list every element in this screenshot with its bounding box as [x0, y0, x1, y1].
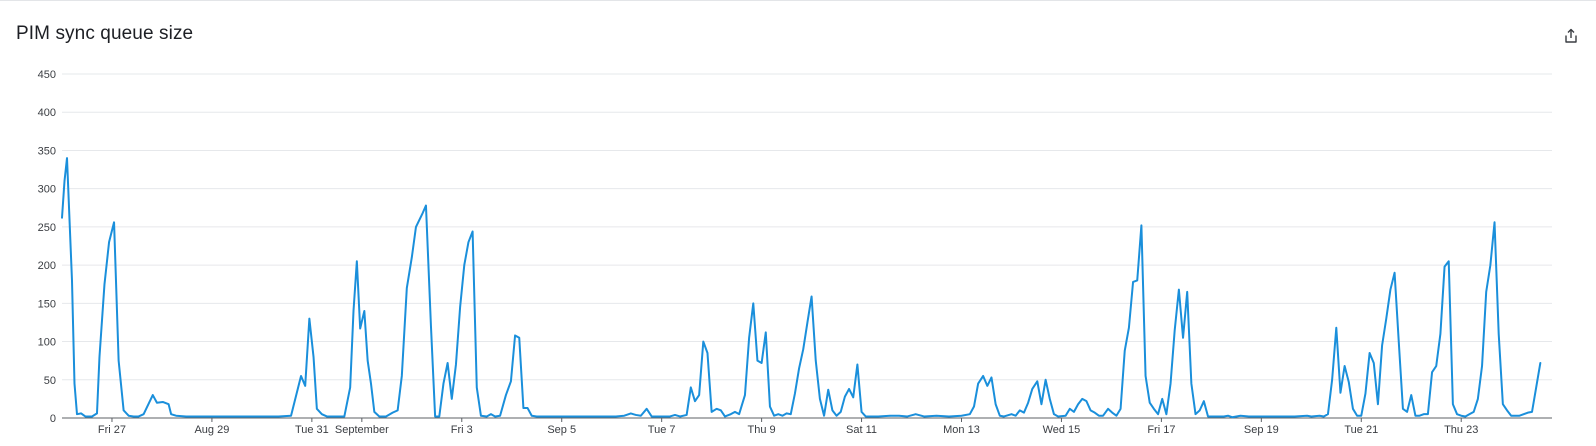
y-tick-label: 400: [38, 107, 56, 119]
share-button[interactable]: [1560, 25, 1582, 47]
y-tick-label: 100: [38, 337, 56, 349]
x-tick-label: Fri 17: [1147, 424, 1175, 436]
x-tick-label: Fri 3: [451, 424, 473, 436]
y-tick-label: 350: [38, 145, 56, 157]
y-tick-label: 150: [38, 298, 56, 310]
x-tick-label: Sep 19: [1244, 424, 1279, 436]
x-tick-label: Aug 29: [194, 424, 229, 436]
x-tick-label: Tue 21: [1344, 424, 1378, 436]
y-tick-label: 300: [38, 184, 56, 196]
x-tick-label: Wed 15: [1043, 424, 1081, 436]
gridlines: [62, 73, 1552, 419]
x-tick-label: Thu 23: [1444, 424, 1478, 436]
series-line[interactable]: [61, 157, 1542, 419]
share-export-icon: [1565, 28, 1577, 43]
x-tick-label: Tue 31: [295, 424, 329, 436]
y-tick-label: 50: [44, 375, 56, 387]
y-axis-ticks: 0 50 100 150 200 250 300 350 400 450: [38, 69, 56, 425]
x-tick-label: Tue 7: [648, 424, 676, 436]
y-tick-label: 250: [38, 222, 56, 234]
x-tick-label: Thu 9: [748, 424, 776, 436]
x-axis-ticks: Fri 27 Aug 29 Tue 31 September Fri 3 Sep 5 Tue…: [98, 418, 1478, 436]
x-tick-label: Sat 11: [846, 424, 877, 436]
series-layer: [61, 157, 1542, 419]
chart-title: PIM sync queue size: [16, 23, 194, 44]
y-tick-label: 200: [38, 260, 56, 272]
y-tick-label: 0: [50, 413, 56, 425]
y-tick-label: 450: [38, 69, 56, 81]
x-tick-label: Sep 5: [547, 424, 576, 436]
x-tick-label: September: [335, 424, 389, 436]
x-tick-label: Fri 27: [98, 424, 126, 436]
x-tick-label: Mon 13: [943, 424, 980, 436]
